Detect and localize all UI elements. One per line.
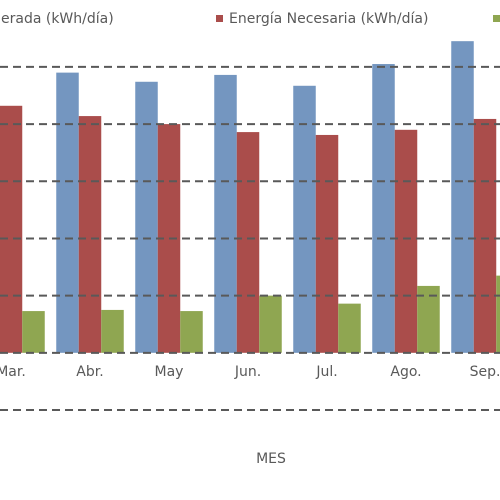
legend-swatch (493, 15, 500, 22)
x-tick-label: Jul. (315, 364, 337, 380)
bar (236, 132, 260, 353)
bar (417, 285, 440, 353)
bar (338, 303, 361, 353)
bar (0, 105, 23, 353)
bar (451, 41, 474, 353)
bar (496, 275, 500, 353)
bar (293, 85, 316, 353)
bar (78, 116, 102, 353)
x-tick-label: May (155, 364, 184, 380)
x-tick-label: Mar. (0, 364, 26, 380)
bar (372, 64, 395, 353)
bar (315, 134, 339, 353)
x-tick-label: Abr. (76, 364, 103, 380)
x-axis-label: MES (256, 451, 286, 467)
x-tick-label: Jun. (234, 364, 261, 380)
bar (214, 74, 237, 353)
bar (180, 311, 203, 353)
bar (56, 72, 79, 353)
bar (473, 118, 497, 353)
bar (22, 311, 45, 353)
x-tick-label: Ago. (390, 364, 421, 380)
legend-label: erada (kWh/día) (1, 11, 114, 27)
bar (259, 295, 282, 353)
legend-swatch (216, 15, 223, 22)
bar (394, 129, 418, 353)
x-tick-label: Sep. (470, 364, 500, 380)
legend-label: Energía Necesaria (kWh/día) (229, 11, 428, 27)
bar (135, 81, 158, 353)
bar (101, 309, 124, 353)
